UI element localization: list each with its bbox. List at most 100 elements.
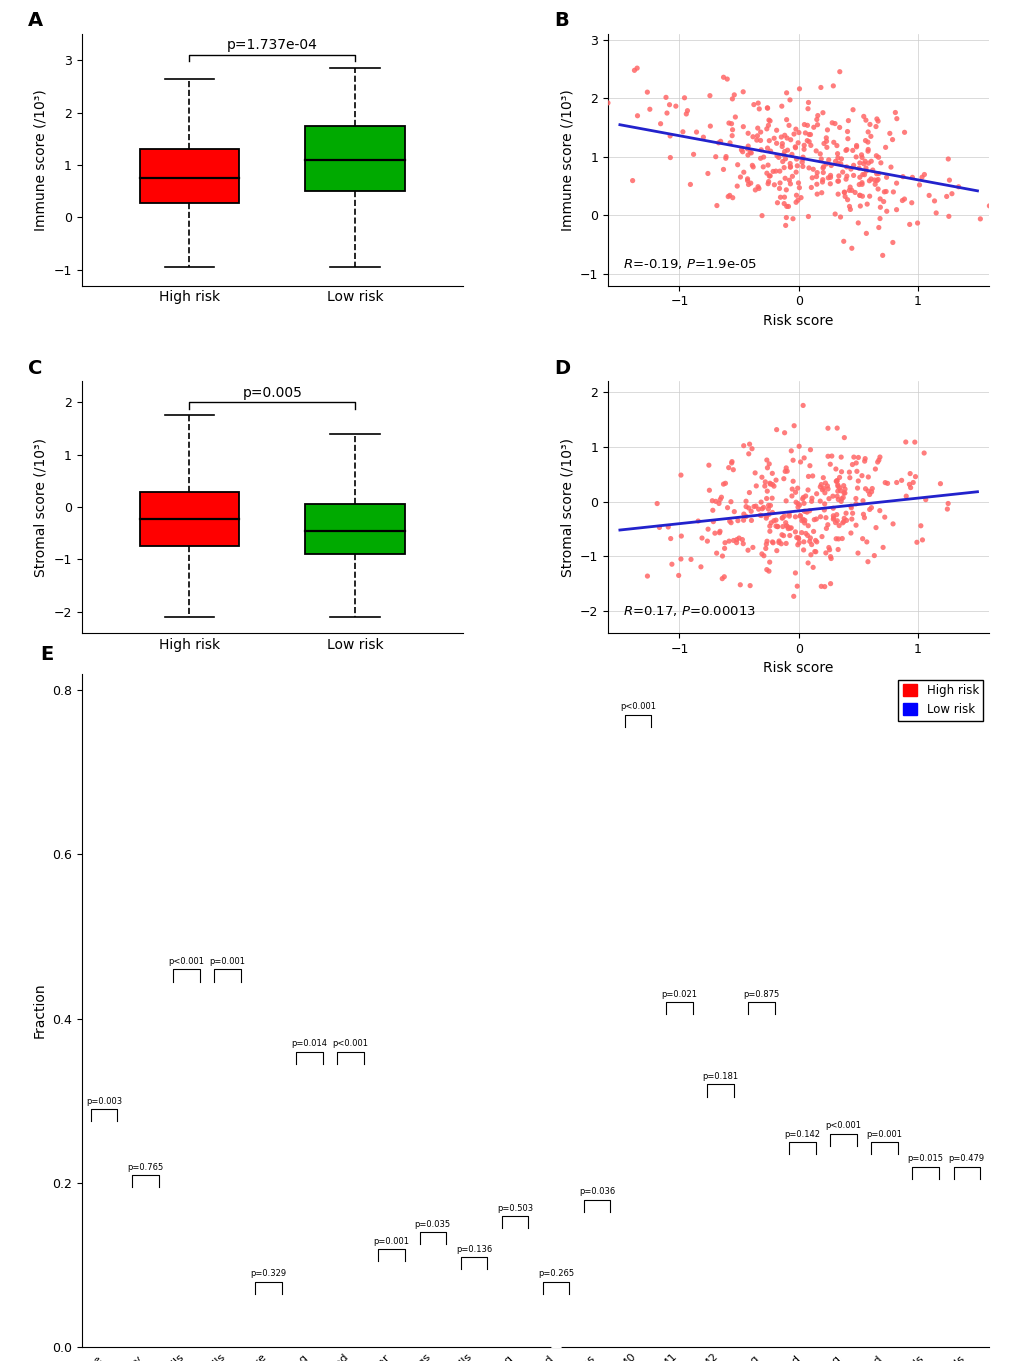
Point <box>859 140 875 162</box>
Point <box>700 455 716 476</box>
Point <box>743 438 759 460</box>
Point <box>802 544 818 566</box>
Point <box>791 494 807 516</box>
Point <box>673 548 689 570</box>
Point <box>821 573 838 595</box>
Point <box>837 502 853 524</box>
Point <box>773 516 790 538</box>
Point <box>815 132 832 154</box>
Point <box>814 157 830 178</box>
Point <box>815 493 832 514</box>
Point <box>841 180 857 201</box>
Point <box>803 490 819 512</box>
Point <box>753 498 769 520</box>
Point <box>599 93 615 114</box>
Point <box>759 173 775 195</box>
Point <box>817 131 834 152</box>
Text: p=0.503: p=0.503 <box>496 1203 533 1213</box>
Point <box>781 88 797 110</box>
Point <box>896 121 912 143</box>
Text: $\it{R}$=-0.19, $\it{P}$=1.9e-05: $\it{R}$=-0.19, $\it{P}$=1.9e-05 <box>623 256 756 271</box>
Point <box>902 476 918 498</box>
Point <box>723 88 740 110</box>
Point <box>834 528 850 550</box>
Text: p=0.142: p=0.142 <box>784 1130 819 1139</box>
Point <box>795 539 811 561</box>
Point <box>723 186 740 208</box>
Point <box>833 490 849 512</box>
Point <box>791 177 807 199</box>
Point <box>783 143 799 165</box>
Point <box>844 99 860 121</box>
Point <box>830 514 847 536</box>
Point <box>774 468 791 490</box>
Point <box>827 504 844 525</box>
Point <box>714 474 731 495</box>
Point <box>773 508 790 529</box>
Point <box>817 517 834 539</box>
Point <box>752 147 768 169</box>
Point <box>720 531 737 553</box>
Point <box>750 178 766 200</box>
Point <box>855 506 871 528</box>
Point <box>828 170 845 192</box>
Point <box>768 192 785 214</box>
Point <box>764 532 781 554</box>
Point <box>835 475 851 497</box>
Point <box>763 463 780 485</box>
Point <box>862 150 878 171</box>
Point <box>904 166 920 188</box>
Point <box>859 139 875 161</box>
Point <box>761 516 777 538</box>
Point <box>757 534 773 555</box>
Point <box>802 177 818 199</box>
Point <box>715 566 732 588</box>
Point <box>729 176 745 197</box>
Point <box>700 479 716 501</box>
Point <box>717 147 734 169</box>
Point <box>829 528 846 550</box>
Point <box>720 510 737 532</box>
Point <box>828 486 845 508</box>
Point <box>838 139 854 161</box>
Point <box>836 181 852 203</box>
Point <box>862 480 878 502</box>
Point <box>888 108 904 129</box>
Point <box>755 544 771 566</box>
Point <box>758 505 774 527</box>
Point <box>844 140 860 162</box>
Point <box>675 121 691 143</box>
Point <box>701 84 717 106</box>
Point <box>679 99 695 121</box>
Point <box>819 478 836 499</box>
Point <box>787 192 803 214</box>
Point <box>807 166 823 188</box>
Point <box>841 461 857 483</box>
Point <box>836 482 852 504</box>
Point <box>758 487 774 509</box>
Point <box>793 510 809 532</box>
Text: p=0.479: p=0.479 <box>948 1154 984 1164</box>
Point <box>805 520 821 542</box>
Point <box>847 487 863 509</box>
Point <box>894 189 910 211</box>
Point <box>875 181 892 203</box>
Point <box>848 136 864 158</box>
Point <box>801 499 817 521</box>
Point <box>896 188 912 210</box>
Point <box>735 509 751 531</box>
Point <box>629 105 645 127</box>
Point <box>884 513 901 535</box>
Point <box>866 459 882 480</box>
Point <box>869 169 886 191</box>
Point <box>897 486 913 508</box>
Point <box>777 196 794 218</box>
Point <box>767 509 784 531</box>
Point <box>775 422 792 444</box>
Point <box>754 157 770 178</box>
Point <box>901 474 917 495</box>
Point <box>682 174 698 196</box>
Y-axis label: Stromal score (/10³): Stromal score (/10³) <box>559 437 574 577</box>
Bar <box>140 493 238 546</box>
Point <box>799 524 815 546</box>
